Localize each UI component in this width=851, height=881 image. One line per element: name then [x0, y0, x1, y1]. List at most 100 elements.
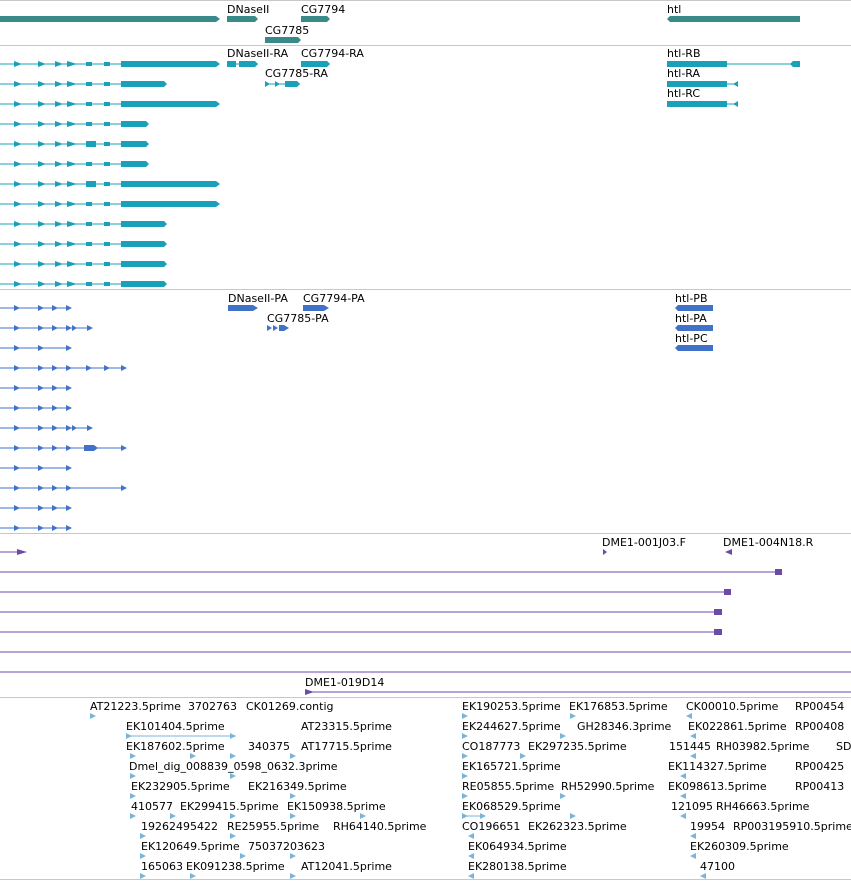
est-marker[interactable]: [462, 753, 696, 759]
est-label[interactable]: CO187773: [462, 740, 520, 753]
est-label[interactable]: GH28346.3prime: [577, 720, 672, 733]
est-label[interactable]: EK232905.5prime: [131, 780, 230, 793]
est-label[interactable]: EK064934.5prime: [468, 840, 567, 853]
est-label[interactable]: RP00408: [795, 720, 844, 733]
est-label[interactable]: RH03982.5prime: [716, 740, 810, 753]
est-track[interactable]: AT21223.5prime 3702763 CK01269.contig EK…: [90, 700, 851, 879]
est-label[interactable]: EK260309.5prime: [690, 840, 789, 853]
est-marker[interactable]: [130, 813, 366, 819]
transcript-row[interactable]: [0, 121, 149, 127]
est-marker[interactable]: [468, 873, 706, 879]
transcript-cg7785-ra[interactable]: [265, 81, 300, 87]
est-label[interactable]: EK297235.5prime: [528, 740, 627, 753]
gene-label-cg7785[interactable]: CG7785: [265, 24, 309, 37]
est-marker[interactable]: [130, 753, 296, 759]
protein-row[interactable]: [0, 505, 72, 511]
clone-row[interactable]: [0, 569, 782, 575]
gene-features[interactable]: [0, 16, 800, 43]
transcript-row[interactable]: [0, 141, 149, 147]
protein-row[interactable]: [0, 425, 93, 431]
est-label[interactable]: RH52990.5prime: [561, 780, 655, 793]
est-marker[interactable]: [130, 793, 296, 799]
gene-label-dnaseii[interactable]: DNaseII: [227, 3, 269, 16]
protein-row[interactable]: [0, 305, 72, 311]
est-label[interactable]: EK299415.5prime: [180, 800, 279, 813]
est-marker[interactable]: [468, 833, 696, 839]
protein-row[interactable]: [0, 465, 72, 471]
clone-track[interactable]: DME1-001J03.F DME1-004N18.R DME1-019D14: [0, 536, 851, 695]
protein-row[interactable]: [0, 485, 127, 491]
est-marker[interactable]: [140, 853, 296, 859]
clone-marker-001j03[interactable]: [603, 549, 607, 555]
est-marker[interactable]: [140, 873, 296, 879]
gene-track[interactable]: DNaseII CG7794 CG7785 htl: [0, 3, 800, 43]
est-label[interactable]: EK150938.5prime: [287, 800, 386, 813]
est-label[interactable]: EK216349.5prime: [248, 780, 347, 793]
est-label[interactable]: 47100: [700, 860, 735, 873]
protein-label-htl-pb[interactable]: htl-PB: [675, 292, 708, 305]
est-label[interactable]: EK068529.5prime: [462, 800, 561, 813]
est-label[interactable]: CO196651: [462, 820, 520, 833]
est-label[interactable]: SD: [836, 740, 851, 753]
est-label[interactable]: CK01269.contig: [246, 700, 333, 713]
clone-row[interactable]: [0, 549, 27, 555]
protein-features[interactable]: [0, 305, 713, 531]
est-label[interactable]: EK244627.5prime: [462, 720, 561, 733]
protein-label-htl-pa[interactable]: htl-PA: [675, 312, 707, 325]
protein-htl-pb[interactable]: [675, 305, 713, 311]
transcript-cg7794-ra[interactable]: [301, 61, 330, 67]
est-label[interactable]: EK165721.5prime: [462, 760, 561, 773]
transcript-row[interactable]: [0, 281, 167, 287]
est-marker[interactable]: [130, 773, 236, 779]
protein-dnaseii-pa[interactable]: [228, 305, 258, 311]
est-label[interactable]: Dmel_dig_008839_0598_0632.3prime: [129, 760, 338, 773]
est-label[interactable]: AT12041.5prime: [301, 860, 392, 873]
est-marker[interactable]: [462, 773, 686, 779]
gene-bar-left[interactable]: [0, 16, 220, 22]
transcript-label-dnaseii-ra[interactable]: DNaseII-RA: [227, 47, 289, 60]
transcript-row[interactable]: [0, 161, 149, 167]
est-label[interactable]: RH46663.5prime: [716, 800, 810, 813]
est-marker[interactable]: [462, 713, 692, 719]
est-label[interactable]: EK120649.5prime: [141, 840, 240, 853]
est-label[interactable]: 19262495422: [141, 820, 218, 833]
est-label[interactable]: CK00010.5prime: [686, 700, 779, 713]
est-label[interactable]: EK098613.5prime: [668, 780, 767, 793]
transcript-htl-rb[interactable]: [667, 61, 800, 67]
est-label[interactable]: EK101404.5prime: [126, 720, 225, 733]
clone-marker-004n18[interactable]: [725, 549, 732, 555]
transcript-row[interactable]: [0, 181, 220, 187]
protein-label-cg7785-pa[interactable]: CG7785-PA: [267, 312, 329, 325]
est-label[interactable]: RP00413: [795, 780, 844, 793]
protein-row[interactable]: [0, 345, 72, 351]
gene-bar-cg7785[interactable]: [265, 37, 301, 43]
protein-label-dnaseii-pa[interactable]: DNaseII-PA: [228, 292, 288, 305]
est-label[interactable]: RP00454: [795, 700, 844, 713]
transcript-label-htl-rb[interactable]: htl-RB: [667, 47, 701, 60]
protein-row[interactable]: [0, 445, 127, 451]
transcript-label-cg7794-ra[interactable]: CG7794-RA: [301, 47, 364, 60]
est-label[interactable]: 3702763: [188, 700, 237, 713]
protein-htl-pa[interactable]: [675, 325, 713, 331]
transcript-row[interactable]: [0, 201, 220, 207]
transcript-row[interactable]: [0, 101, 220, 107]
gene-label-cg7794[interactable]: CG7794: [301, 3, 345, 16]
protein-row[interactable]: [0, 385, 72, 391]
est-label[interactable]: EK187602.5prime: [126, 740, 225, 753]
est-label[interactable]: 165063: [141, 860, 183, 873]
est-label[interactable]: RE25955.5prime: [227, 820, 319, 833]
est-label[interactable]: AT21223.5prime: [90, 700, 181, 713]
protein-row[interactable]: [0, 365, 127, 371]
est-label[interactable]: 340375: [248, 740, 290, 753]
clone-features[interactable]: [0, 549, 851, 695]
gene-label-htl[interactable]: htl: [667, 3, 681, 16]
est-label[interactable]: AT23315.5prime: [301, 720, 392, 733]
clone-label-019d14[interactable]: DME1-019D14: [305, 676, 384, 689]
est-marker[interactable]: [468, 853, 696, 859]
est-label[interactable]: 75037203623: [248, 840, 325, 853]
est-label[interactable]: EK262323.5prime: [528, 820, 627, 833]
gene-bar-htl[interactable]: [667, 16, 800, 22]
est-label[interactable]: EK190253.5prime: [462, 700, 561, 713]
protein-cg7785-pa[interactable]: [267, 325, 289, 331]
